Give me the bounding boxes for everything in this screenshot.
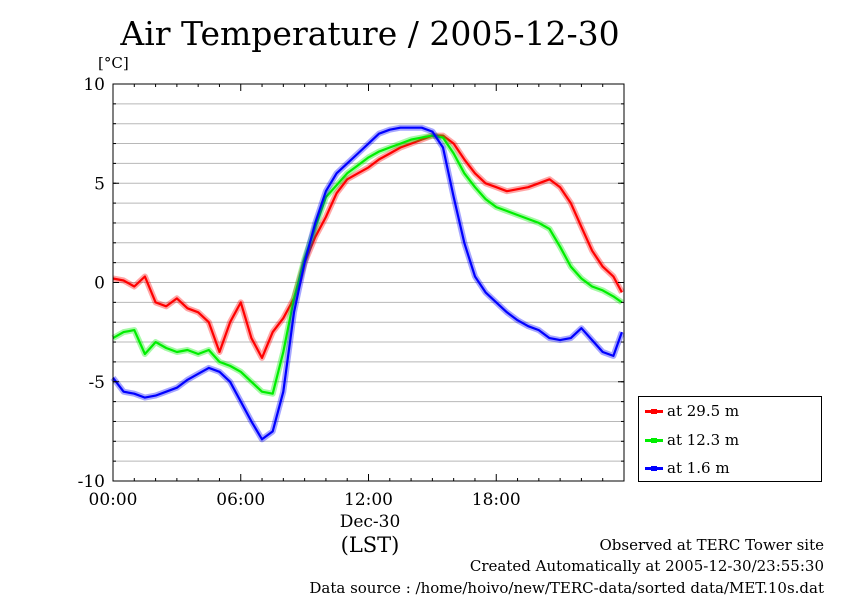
- x-tick-label: 18:00: [472, 490, 521, 510]
- series-band: [110, 124, 625, 443]
- x-axis-title: (LST): [340, 533, 400, 557]
- series-line: [112, 126, 623, 441]
- legend-swatch: [645, 408, 663, 414]
- series-line: [112, 134, 623, 359]
- legend-swatch: [645, 437, 663, 443]
- series-band: [111, 132, 624, 397]
- y-tick-label: 0: [94, 274, 105, 294]
- legend: at 29.5 m at 12.3 m at 1.6 m: [638, 396, 822, 482]
- legend-label: at 29.5 m: [667, 402, 740, 420]
- series-line: [112, 134, 623, 395]
- x-tick-label: 00:00: [89, 490, 138, 510]
- y-tick-label: -10: [78, 472, 105, 492]
- legend-label: at 1.6 m: [667, 459, 730, 477]
- footer-source-note: Data source : /home/hoivo/new/TERC-data/…: [309, 579, 824, 597]
- footer-site-note: Observed at TERC Tower site: [599, 536, 824, 554]
- chart-title: Air Temperature / 2005-12-30: [120, 14, 620, 53]
- series-lines: [110, 124, 625, 443]
- legend-item: at 29.5 m: [645, 401, 739, 421]
- y-unit-label: [°C]: [98, 54, 129, 72]
- x-tick-label: 12:00: [344, 490, 393, 510]
- footer-created-note: Created Automatically at 2005-12-30/23:5…: [469, 557, 824, 575]
- x-axis-date-label: Dec-30: [339, 512, 401, 532]
- legend-item: at 12.3 m: [645, 430, 739, 450]
- y-tick-label: 5: [94, 174, 105, 194]
- axis-ticks: [112, 83, 625, 482]
- legend-swatch: [645, 465, 663, 471]
- y-tick-label: -5: [88, 373, 105, 393]
- legend-item: at 1.6 m: [645, 458, 730, 478]
- x-tick-label: 06:00: [216, 490, 265, 510]
- legend-label: at 12.3 m: [667, 431, 740, 449]
- y-tick-label: 10: [83, 75, 105, 95]
